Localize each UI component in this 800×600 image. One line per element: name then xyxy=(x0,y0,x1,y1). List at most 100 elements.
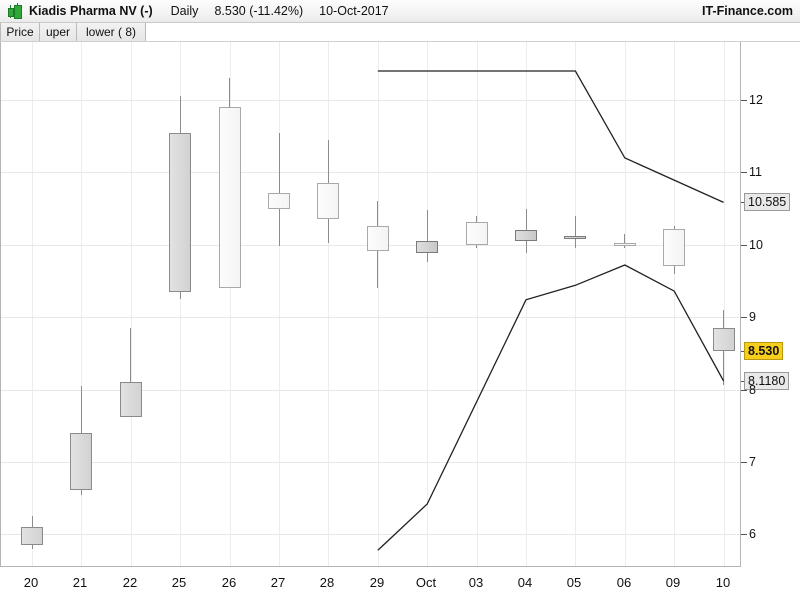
price-axis-tick xyxy=(741,534,747,535)
candlestick[interactable] xyxy=(515,42,537,566)
chart-plot-area[interactable]: © IT-Finance.com xyxy=(0,42,740,567)
indicator-toolbar: Price uper lower ( 8) xyxy=(0,23,800,42)
gridline-vertical xyxy=(477,42,478,566)
date-axis-label: 20 xyxy=(23,575,39,590)
gridline-vertical xyxy=(230,42,231,566)
gridline-vertical xyxy=(32,42,33,566)
indicator-label-lower-8[interactable]: lower ( 8) xyxy=(77,23,146,41)
timeframe-label: Daily xyxy=(170,4,199,18)
price-axis-label: 10 xyxy=(749,238,763,252)
price-axis-label[interactable]: 10.585 xyxy=(744,193,791,211)
candlestick[interactable] xyxy=(366,42,389,566)
candlestick[interactable] xyxy=(712,42,735,566)
price-axis-label: 9 xyxy=(749,310,756,324)
price-axis-label: 8 xyxy=(749,383,756,397)
price-axis-label: 12 xyxy=(749,93,763,107)
brand-label: IT-Finance.com xyxy=(702,4,793,18)
indicator-label-price[interactable]: Price xyxy=(0,23,40,41)
candle-wick xyxy=(574,215,576,249)
candlestick[interactable] xyxy=(21,42,43,566)
candle-wick xyxy=(130,328,132,394)
date-axis-label: Oct xyxy=(415,575,437,590)
candle-body xyxy=(21,527,43,546)
date-axis-label: 26 xyxy=(221,575,237,590)
price-axis-label: 7 xyxy=(749,455,756,469)
gridline-vertical xyxy=(575,42,576,566)
instrument-name: Kiadis Pharma NV (-) xyxy=(29,4,153,18)
candlestick[interactable] xyxy=(416,42,439,566)
gridline-vertical xyxy=(724,42,725,566)
candle-body xyxy=(366,225,389,251)
title-bar: Kiadis Pharma NV (-) Daily 8.530 (-11.42… xyxy=(0,0,800,23)
candlestick[interactable] xyxy=(317,42,340,566)
quote-date: 10-Oct-2017 xyxy=(319,4,389,18)
gridline-vertical xyxy=(674,42,675,566)
gridline-horizontal xyxy=(1,172,740,173)
candle-body xyxy=(218,107,241,289)
gridline-vertical xyxy=(81,42,82,566)
band-lines-layer xyxy=(377,70,725,551)
date-axis-label: 22 xyxy=(122,575,138,590)
gridline-horizontal xyxy=(1,462,740,463)
band-line-lower-8 xyxy=(377,264,725,551)
candlestick[interactable] xyxy=(268,42,290,566)
gridline-vertical xyxy=(378,42,379,566)
candlestick[interactable] xyxy=(169,42,192,566)
candle-body xyxy=(416,241,439,254)
candlestick-icon xyxy=(5,2,25,20)
candle-body xyxy=(317,183,340,220)
date-axis-label: 05 xyxy=(566,575,582,590)
date-axis-label: 27 xyxy=(270,575,286,590)
price-axis-tick xyxy=(741,100,747,101)
candlestick[interactable] xyxy=(465,42,488,566)
band-line-uper xyxy=(377,70,724,203)
date-axis[interactable]: 20 21 22 25 26 27 28 29 Oct 03 04 05 06 09 10 xyxy=(0,567,800,600)
date-axis-label: 29 xyxy=(369,575,385,590)
price-axis-label: 6 xyxy=(749,527,756,541)
quote-value: 8.530 (-11.42%) xyxy=(214,4,304,18)
gridline-vertical xyxy=(131,42,132,566)
date-axis-label: 28 xyxy=(319,575,335,590)
gridline-vertical xyxy=(279,42,280,566)
candle-body xyxy=(465,221,488,245)
candle-wick xyxy=(624,233,626,248)
candlestick[interactable] xyxy=(218,42,241,566)
date-axis-label: 21 xyxy=(72,575,88,590)
date-axis-label: 04 xyxy=(517,575,533,590)
date-axis-label: 03 xyxy=(468,575,484,590)
candle-body xyxy=(564,236,587,240)
gridline-horizontal xyxy=(1,100,740,101)
indicator-toolbar-filler xyxy=(146,23,800,41)
gridline-horizontal xyxy=(1,534,740,535)
indicator-label-uper[interactable]: uper xyxy=(40,23,77,41)
candlestick[interactable] xyxy=(70,42,93,566)
gridline-vertical xyxy=(427,42,428,566)
date-axis-label: 09 xyxy=(665,575,681,590)
candlestick[interactable] xyxy=(564,42,587,566)
gridline-horizontal xyxy=(1,317,740,318)
price-axis-tick xyxy=(741,462,747,463)
price-axis[interactable]: 12 11 10.585 10 9 8.530 8.1180 8 7 6 xyxy=(740,42,800,567)
date-axis-label: 25 xyxy=(171,575,187,590)
candlestick[interactable] xyxy=(119,42,142,566)
candle-wick xyxy=(278,132,280,247)
candlestick[interactable] xyxy=(613,42,636,566)
price-axis-label: 11 xyxy=(749,165,762,179)
candle-body xyxy=(712,328,735,352)
candle-body xyxy=(268,192,290,209)
gridline-vertical xyxy=(180,42,181,566)
date-axis-label: 10 xyxy=(715,575,731,590)
price-axis-tick xyxy=(741,390,747,391)
price-axis-tick xyxy=(741,172,747,173)
price-axis-tick xyxy=(741,245,747,246)
price-axis-current-value[interactable]: 8.530 xyxy=(744,342,784,360)
price-axis-label[interactable]: 8.1180 xyxy=(744,372,790,390)
gridline-vertical xyxy=(526,42,527,566)
date-axis-label: 06 xyxy=(616,575,632,590)
candle-body xyxy=(119,382,142,418)
candlestick[interactable] xyxy=(663,42,686,566)
candle-body xyxy=(169,132,192,292)
candle-body xyxy=(70,433,93,490)
candle-body xyxy=(613,243,636,247)
